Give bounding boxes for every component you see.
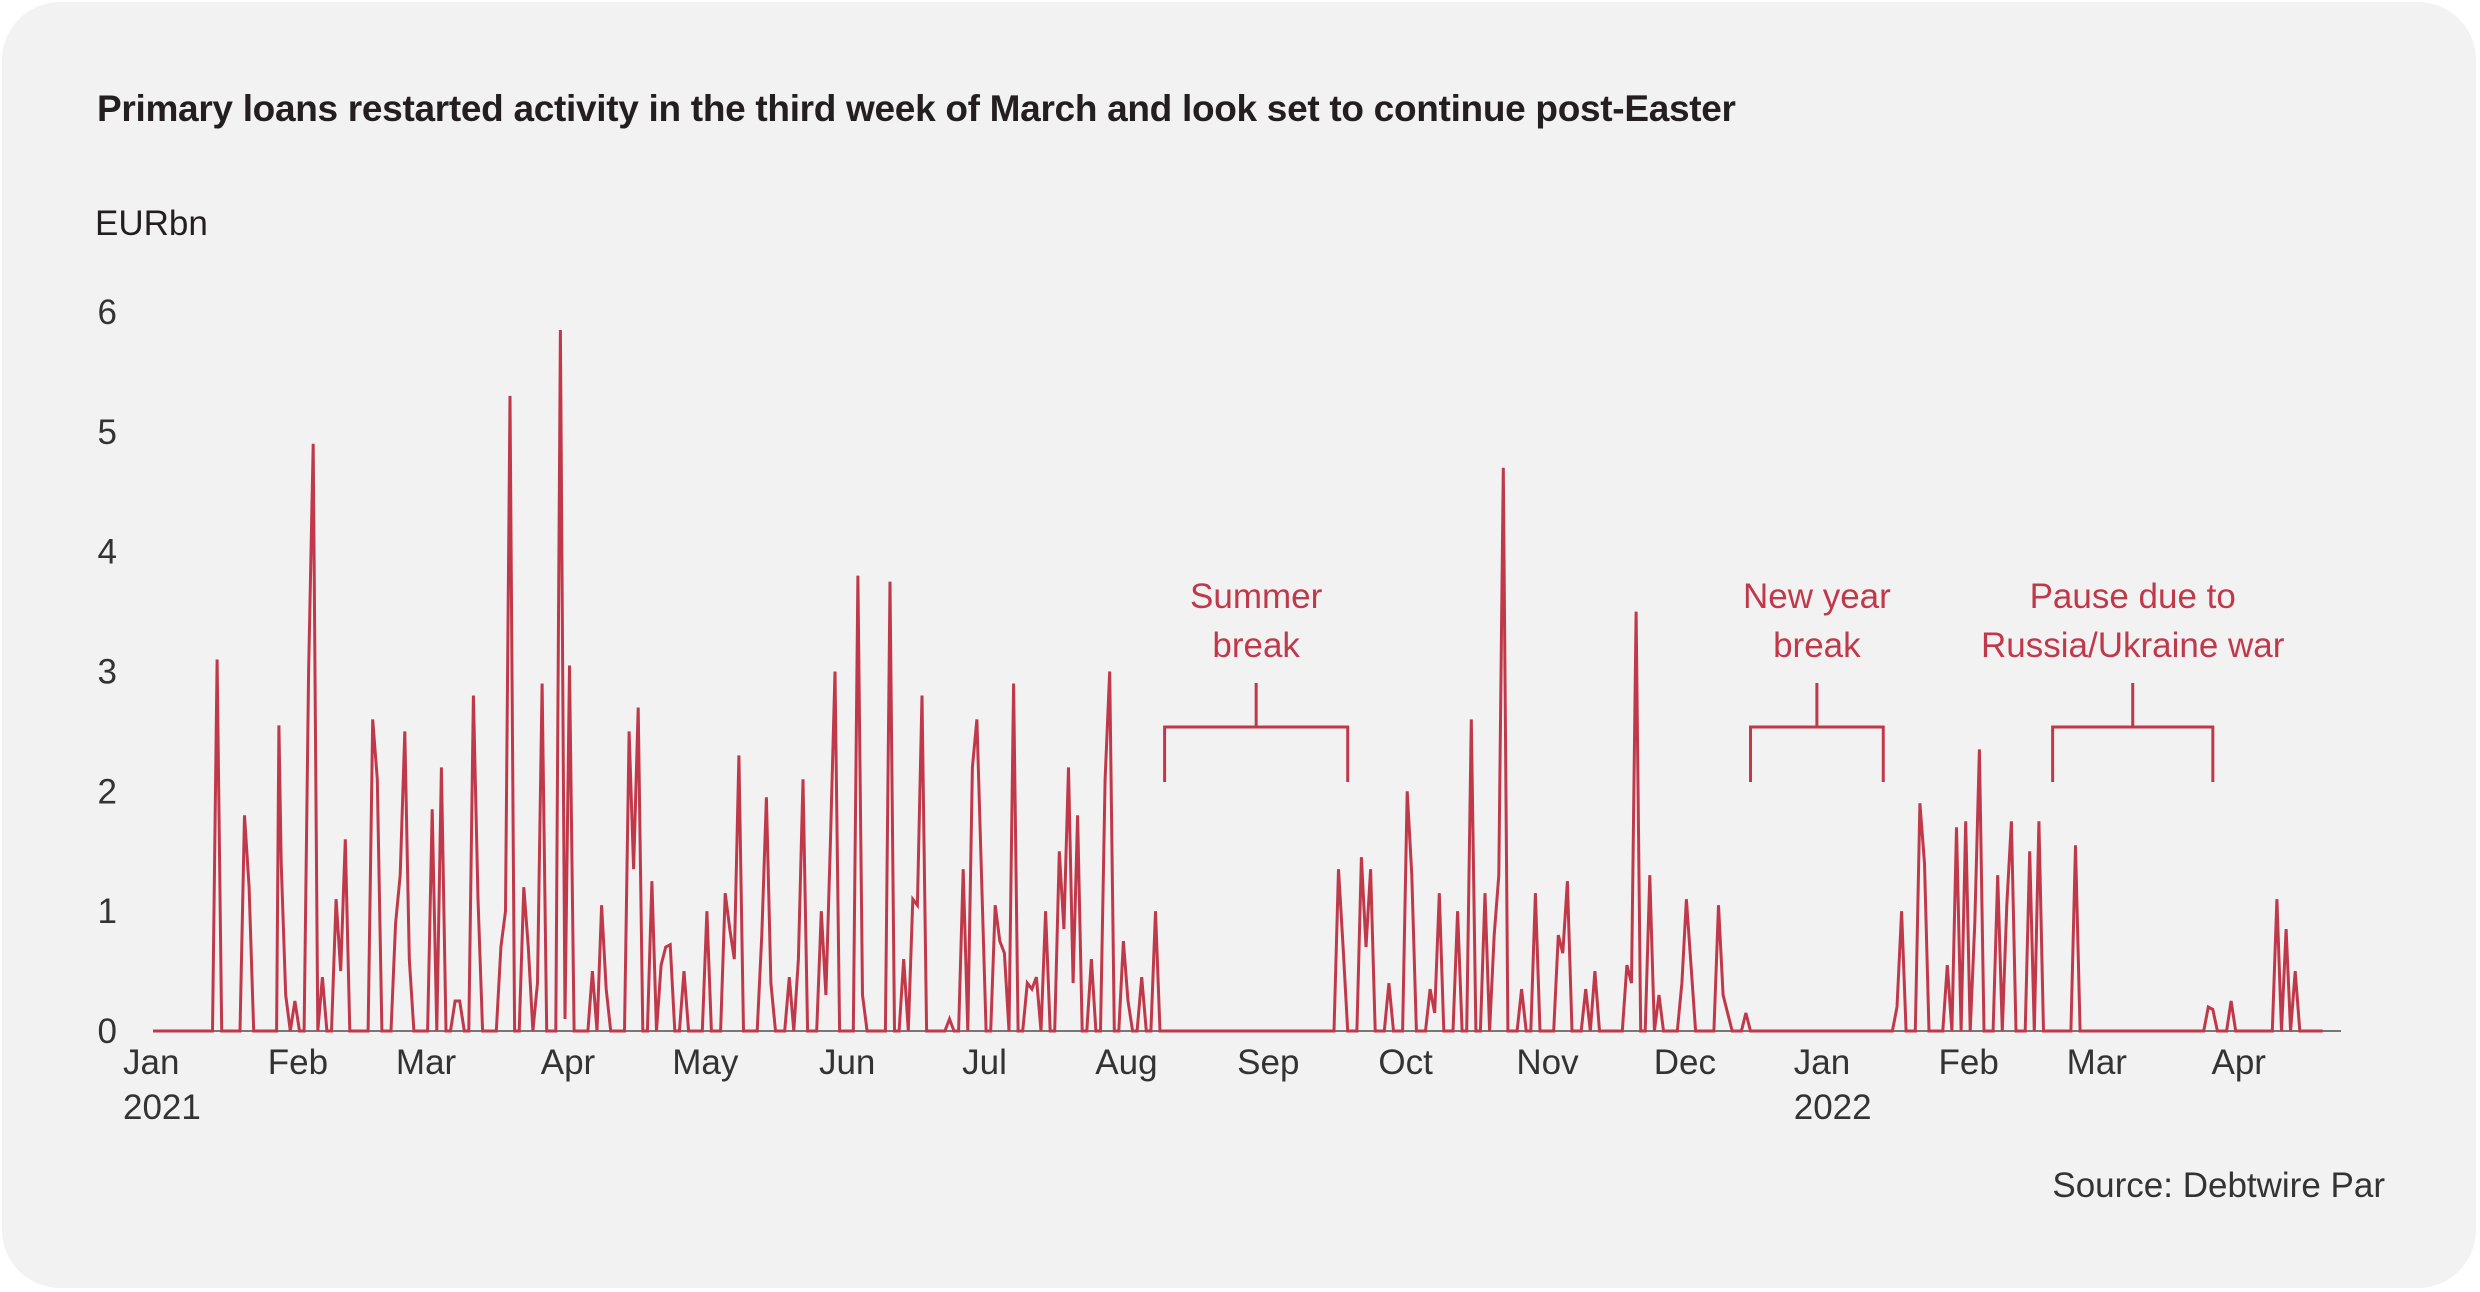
x-tick-label: Mar [2067, 1043, 2128, 1082]
annotation: Pause due to Russia/Ukraine war [1981, 577, 2285, 782]
x-tick-year-label: 2022 [1794, 1088, 1872, 1127]
annotation: Summer break [1163, 577, 1350, 782]
x-tick-label: Apr [541, 1043, 596, 1082]
annotation-label-line: Russia/Ukraine war [1981, 626, 2285, 665]
x-tick-label: Jul [962, 1043, 1007, 1082]
annotation: New year break [1743, 577, 1891, 782]
x-tick-year-label: 2021 [123, 1088, 201, 1127]
y-tick-label: 3 [98, 653, 117, 692]
annotation-label-line: Summer [1190, 577, 1323, 616]
y-tick-label: 4 [98, 533, 117, 572]
y-tick-label: 6 [98, 293, 117, 332]
y-tick-label: 1 [98, 892, 117, 931]
y-tick-label: 5 [98, 413, 117, 452]
annotation-bracket [1163, 683, 1350, 782]
y-axis: 0 1 2 3 4 5 6 [98, 293, 117, 1051]
annotation-label-line: New year [1743, 577, 1891, 616]
x-tick-label: Sep [1237, 1043, 1299, 1082]
series-line [153, 329, 2323, 1033]
x-tick-label: Jan [1794, 1043, 1850, 1082]
annotation-label-line: Pause due to [2030, 577, 2236, 616]
x-tick-label: Feb [1938, 1043, 1998, 1082]
x-tick-label: Aug [1095, 1043, 1157, 1082]
source-note: Source: Debtwire Par [2052, 1166, 2385, 1205]
y-tick-label: 2 [98, 772, 117, 811]
x-axis: Jan 2021 Feb Mar Apr May Jun Jul Aug Sep Oct Nov Dec… [123, 1043, 2266, 1127]
x-tick-label: Mar [396, 1043, 457, 1082]
x-tick-label: Oct [1378, 1043, 1433, 1082]
x-tick-label: Feb [268, 1043, 328, 1082]
annotation-bracket [1749, 683, 1885, 782]
annotation-label-line: break [1773, 626, 1861, 665]
x-tick-label: Dec [1654, 1043, 1716, 1082]
x-tick-label: Jan [123, 1043, 179, 1082]
x-tick-label: Nov [1516, 1043, 1579, 1082]
y-axis-unit-label: EURbn [95, 204, 208, 243]
annotation-label-line: break [1212, 626, 1300, 665]
x-tick-label: May [672, 1043, 739, 1082]
x-tick-label: Jun [819, 1043, 875, 1082]
annotation-bracket [2051, 683, 2215, 782]
chart-title: Primary loans restarted activity in the … [97, 88, 1736, 129]
y-tick-label: 0 [98, 1012, 117, 1051]
x-tick-label: Apr [2211, 1043, 2266, 1082]
annotations: Summer break New year break Pause due to Russ… [1163, 577, 2285, 782]
